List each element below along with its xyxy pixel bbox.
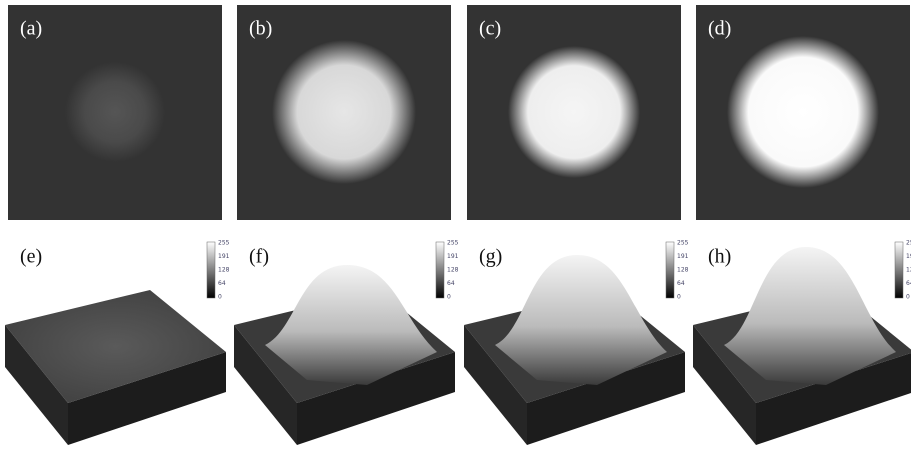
panel-label: (a) <box>20 18 42 40</box>
box-left <box>234 325 297 445</box>
colorbar-tick: 128 <box>218 267 230 274</box>
panel-label: (g) <box>479 246 502 268</box>
colorbar-tick: 0 <box>906 294 910 301</box>
colorbar-tick: 0 <box>677 294 681 301</box>
colorbar-tick: 255 <box>447 240 459 247</box>
box-right <box>297 352 455 445</box>
panel-label: (c) <box>479 18 501 40</box>
colorbar-tick: 128 <box>677 267 689 274</box>
panel-label: (e) <box>20 246 42 268</box>
dome <box>724 247 896 385</box>
box-right <box>527 352 685 445</box>
box-top <box>5 290 226 403</box>
box-right <box>68 352 226 445</box>
dome <box>265 265 437 385</box>
colorbar-tick: 128 <box>447 267 459 274</box>
colorbar <box>435 241 445 299</box>
spot <box>727 36 879 188</box>
spot <box>65 62 165 162</box>
colorbar-tick: 191 <box>218 253 230 260</box>
colorbar-tick: 64 <box>218 280 226 287</box>
spot <box>508 46 640 178</box>
colorbar-tick: 64 <box>906 280 911 287</box>
panel-label: (b) <box>249 18 272 40</box>
panel-label: (h) <box>708 246 731 268</box>
spot <box>272 40 416 184</box>
colorbar <box>894 241 904 299</box>
colorbar-tick: 255 <box>906 240 911 247</box>
colorbar-tick: 64 <box>447 280 455 287</box>
panel-label: (d) <box>708 18 731 40</box>
panel-label: (f) <box>249 246 269 268</box>
colorbar-tick: 191 <box>906 253 911 260</box>
box-left <box>693 325 756 445</box>
colorbar-tick: 0 <box>447 294 451 301</box>
colorbar-tick: 128 <box>906 267 911 274</box>
colorbar-tick: 191 <box>677 253 689 260</box>
colorbar-tick: 191 <box>447 253 459 260</box>
colorbar-tick: 255 <box>218 240 230 247</box>
colorbar-tick: 0 <box>218 294 222 301</box>
colorbar <box>665 241 675 299</box>
colorbar-tick: 255 <box>677 240 689 247</box>
colorbar-tick: 64 <box>677 280 685 287</box>
dome <box>495 255 667 385</box>
box-left <box>464 325 527 445</box>
box-left <box>5 325 68 445</box>
box-right <box>756 352 911 445</box>
colorbar <box>206 241 216 299</box>
